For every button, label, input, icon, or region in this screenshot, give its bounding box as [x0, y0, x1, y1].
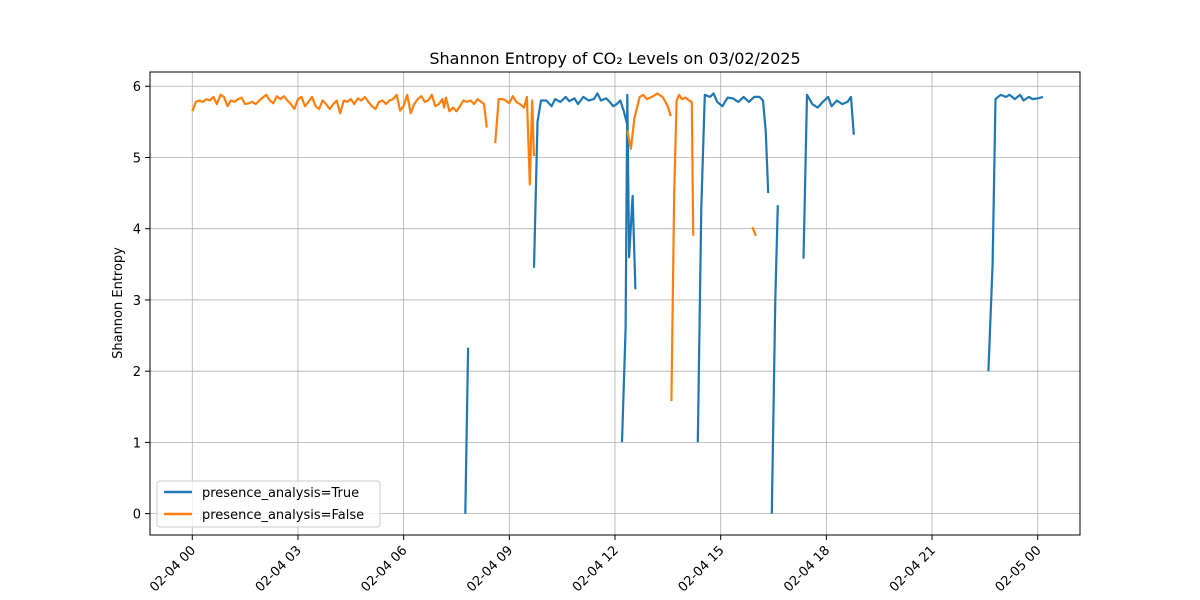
series-line-segment — [802, 93, 855, 259]
y-tick-label: 2 — [133, 365, 141, 380]
series-line-segment — [987, 93, 1044, 372]
legend-label-true: presence_analysis=True — [202, 486, 359, 501]
series-0 — [464, 92, 1044, 514]
series-line-segment — [670, 93, 695, 402]
y-tick-label: 4 — [133, 223, 141, 238]
series-lines — [191, 92, 1044, 514]
y-tick-label: 1 — [133, 436, 141, 451]
series-line-segment — [751, 226, 757, 237]
y-tick-label: 3 — [133, 294, 141, 309]
series-line-segment — [464, 347, 470, 514]
y-tick-label: 6 — [133, 80, 141, 95]
grid — [150, 72, 1080, 535]
series-1 — [191, 92, 757, 402]
legend-label-false: presence_analysis=False — [202, 508, 364, 523]
series-line-segment — [626, 92, 672, 150]
series-line-segment — [494, 95, 536, 186]
y-tick-label: 5 — [133, 151, 141, 166]
legend-box — [156, 480, 381, 528]
chart-title: Shannon Entropy of CO₂ Levels on 03/02/2… — [429, 49, 800, 68]
series-line-segment — [770, 205, 779, 514]
series-line-segment — [620, 93, 637, 443]
legend: presence_analysis=True presence_analysis… — [156, 480, 381, 528]
y-tick-label: 0 — [133, 508, 141, 523]
series-line-segment — [191, 93, 488, 128]
series-line-segment — [532, 92, 629, 268]
y-axis-label: Shannon Entropy — [111, 247, 126, 359]
series-line-segment — [696, 92, 770, 443]
